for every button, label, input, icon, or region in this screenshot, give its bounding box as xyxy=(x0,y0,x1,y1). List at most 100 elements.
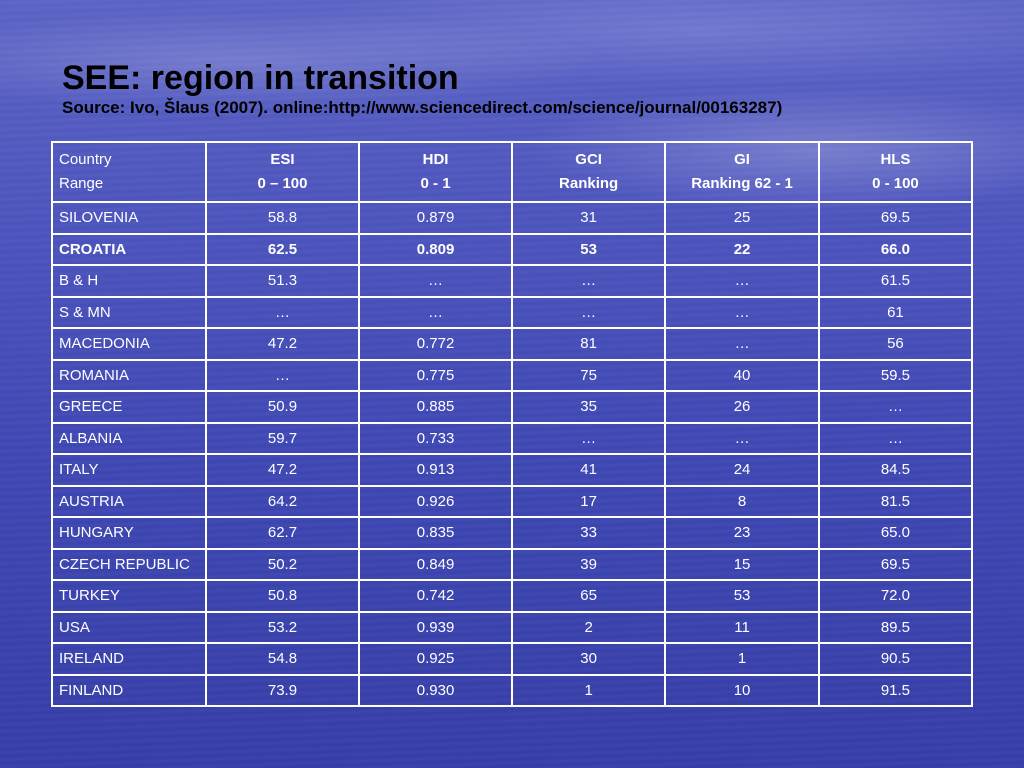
cell-hls: 66.0 xyxy=(817,232,974,266)
cell-hls: 69.5 xyxy=(817,201,974,235)
cell-country: CROATIA xyxy=(51,232,207,266)
cell-esi: 51.3 xyxy=(204,264,361,298)
header-hdi: HDI 0 - 1 xyxy=(358,141,514,203)
table-row: ITALY 47.2 0.913 41 24 84.5 xyxy=(51,453,974,487)
cell-gi: 23 xyxy=(664,516,820,550)
header-country: Country Range xyxy=(51,141,207,203)
header-hls: HLS 0 - 100 xyxy=(817,141,974,203)
cell-hdi: 0.939 xyxy=(358,610,514,644)
cell-gci: 2 xyxy=(511,610,667,644)
cell-esi: 50.9 xyxy=(204,390,361,424)
cell-hdi: 0.879 xyxy=(358,201,514,235)
cell-gi: … xyxy=(664,264,820,298)
cell-hdi: 0.772 xyxy=(358,327,514,361)
cell-hls: 84.5 xyxy=(817,453,974,487)
cell-hdi: 0.849 xyxy=(358,547,514,581)
cell-country: HUNGARY xyxy=(51,516,207,550)
cell-hls: 61.5 xyxy=(817,264,974,298)
cell-hdi: 0.809 xyxy=(358,232,514,266)
cell-hdi: 0.925 xyxy=(358,642,514,676)
cell-gci: … xyxy=(511,295,667,329)
cell-hls: 89.5 xyxy=(817,610,974,644)
slide-title-block: SEE: region in transition Source: Ivo, Š… xyxy=(62,58,1002,118)
cell-country: TURKEY xyxy=(51,579,207,613)
header-line2: Range xyxy=(59,175,104,192)
cell-hdi: 0.742 xyxy=(358,579,514,613)
cell-gci: 65 xyxy=(511,579,667,613)
table-row: FINLAND 73.9 0.930 1 10 91.5 xyxy=(51,673,974,707)
cell-esi: … xyxy=(204,295,361,329)
header-esi: ESI 0 – 100 xyxy=(204,141,361,203)
cell-hdi: … xyxy=(358,264,514,298)
cell-country: AUSTRIA xyxy=(51,484,207,518)
cell-gi: 1 xyxy=(664,642,820,676)
cell-hdi: 0.885 xyxy=(358,390,514,424)
header-gi: GI Ranking 62 - 1 xyxy=(664,141,820,203)
cell-gci: 41 xyxy=(511,453,667,487)
header-line1: HLS xyxy=(880,151,911,168)
cell-country: CZECH REPUBLIC xyxy=(51,547,207,581)
cell-hls: 56 xyxy=(817,327,974,361)
header-line2: Ranking xyxy=(559,175,619,192)
table-row: USA 53.2 0.939 2 11 89.5 xyxy=(51,610,974,644)
cell-hdi: … xyxy=(358,295,514,329)
cell-country: ITALY xyxy=(51,453,207,487)
table-row: GREECE 50.9 0.885 35 26… xyxy=(51,390,974,424)
table-row: SILOVENIA 58.8 0.879 31 25 69.5 xyxy=(51,201,974,235)
cell-gi: … xyxy=(664,327,820,361)
cell-esi: 62.5 xyxy=(204,232,361,266)
header-line2: 0 – 100 xyxy=(257,175,308,192)
header-gci: GCI Ranking xyxy=(511,141,667,203)
cell-gi: 22 xyxy=(664,232,820,266)
header-line2: 0 - 1 xyxy=(420,175,451,192)
cell-hls: 65.0 xyxy=(817,516,974,550)
cell-gi: 26 xyxy=(664,390,820,424)
table-row: CROATIA 62.5 0.809 53 22 66.0 xyxy=(51,232,974,266)
table-row: ALBANIA 59.7 0.733……… xyxy=(51,421,974,455)
cell-hls: 90.5 xyxy=(817,642,974,676)
slide-title: SEE: region in transition xyxy=(62,59,459,97)
cell-gci: 1 xyxy=(511,673,667,707)
cell-hdi: 0.913 xyxy=(358,453,514,487)
cell-gi: 40 xyxy=(664,358,820,392)
table-row: IRELAND 54.8 0.925 30 1 90.5 xyxy=(51,642,974,676)
cell-gci: … xyxy=(511,264,667,298)
cell-gci: 30 xyxy=(511,642,667,676)
cell-gi: … xyxy=(664,295,820,329)
cell-gci: 39 xyxy=(511,547,667,581)
table-row: ROMANIA… 0.775 75 40 59.5 xyxy=(51,358,974,392)
cell-esi: … xyxy=(204,358,361,392)
cell-gci: 53 xyxy=(511,232,667,266)
cell-hdi: 0.775 xyxy=(358,358,514,392)
cell-esi: 58.8 xyxy=(204,201,361,235)
cell-gi: 15 xyxy=(664,547,820,581)
cell-esi: 73.9 xyxy=(204,673,361,707)
cell-gci: 31 xyxy=(511,201,667,235)
cell-gi: … xyxy=(664,421,820,455)
cell-hls: … xyxy=(817,421,974,455)
cell-country: B & H xyxy=(51,264,207,298)
cell-gi: 8 xyxy=(664,484,820,518)
cell-gci: 81 xyxy=(511,327,667,361)
cell-esi: 54.8 xyxy=(204,642,361,676)
table-row: AUSTRIA 64.2 0.926 17 8 81.5 xyxy=(51,484,974,518)
cell-hdi: 0.733 xyxy=(358,421,514,455)
table-row: HUNGARY 62.7 0.835 33 23 65.0 xyxy=(51,516,974,550)
table-row: S & MN………… 61 xyxy=(51,295,974,329)
cell-esi: 59.7 xyxy=(204,421,361,455)
cell-hls: 59.5 xyxy=(817,358,974,392)
cell-hls: 91.5 xyxy=(817,673,974,707)
table-body: SILOVENIA 58.8 0.879 31 25 69.5 CROATIA 62.5 0.8… xyxy=(51,201,974,707)
cell-hls: 69.5 xyxy=(817,547,974,581)
cell-esi: 50.2 xyxy=(204,547,361,581)
cell-country: ROMANIA xyxy=(51,358,207,392)
header-line1: GCI xyxy=(575,151,602,168)
cell-hdi: 0.926 xyxy=(358,484,514,518)
header-line1: HDI xyxy=(422,151,449,168)
header-line2: 0 - 100 xyxy=(872,175,919,192)
cell-country: MACEDONIA xyxy=(51,327,207,361)
cell-hls: 61 xyxy=(817,295,974,329)
cell-country: ALBANIA xyxy=(51,421,207,455)
table-row: B & H 51.3……… 61.5 xyxy=(51,264,974,298)
cell-esi: 47.2 xyxy=(204,327,361,361)
